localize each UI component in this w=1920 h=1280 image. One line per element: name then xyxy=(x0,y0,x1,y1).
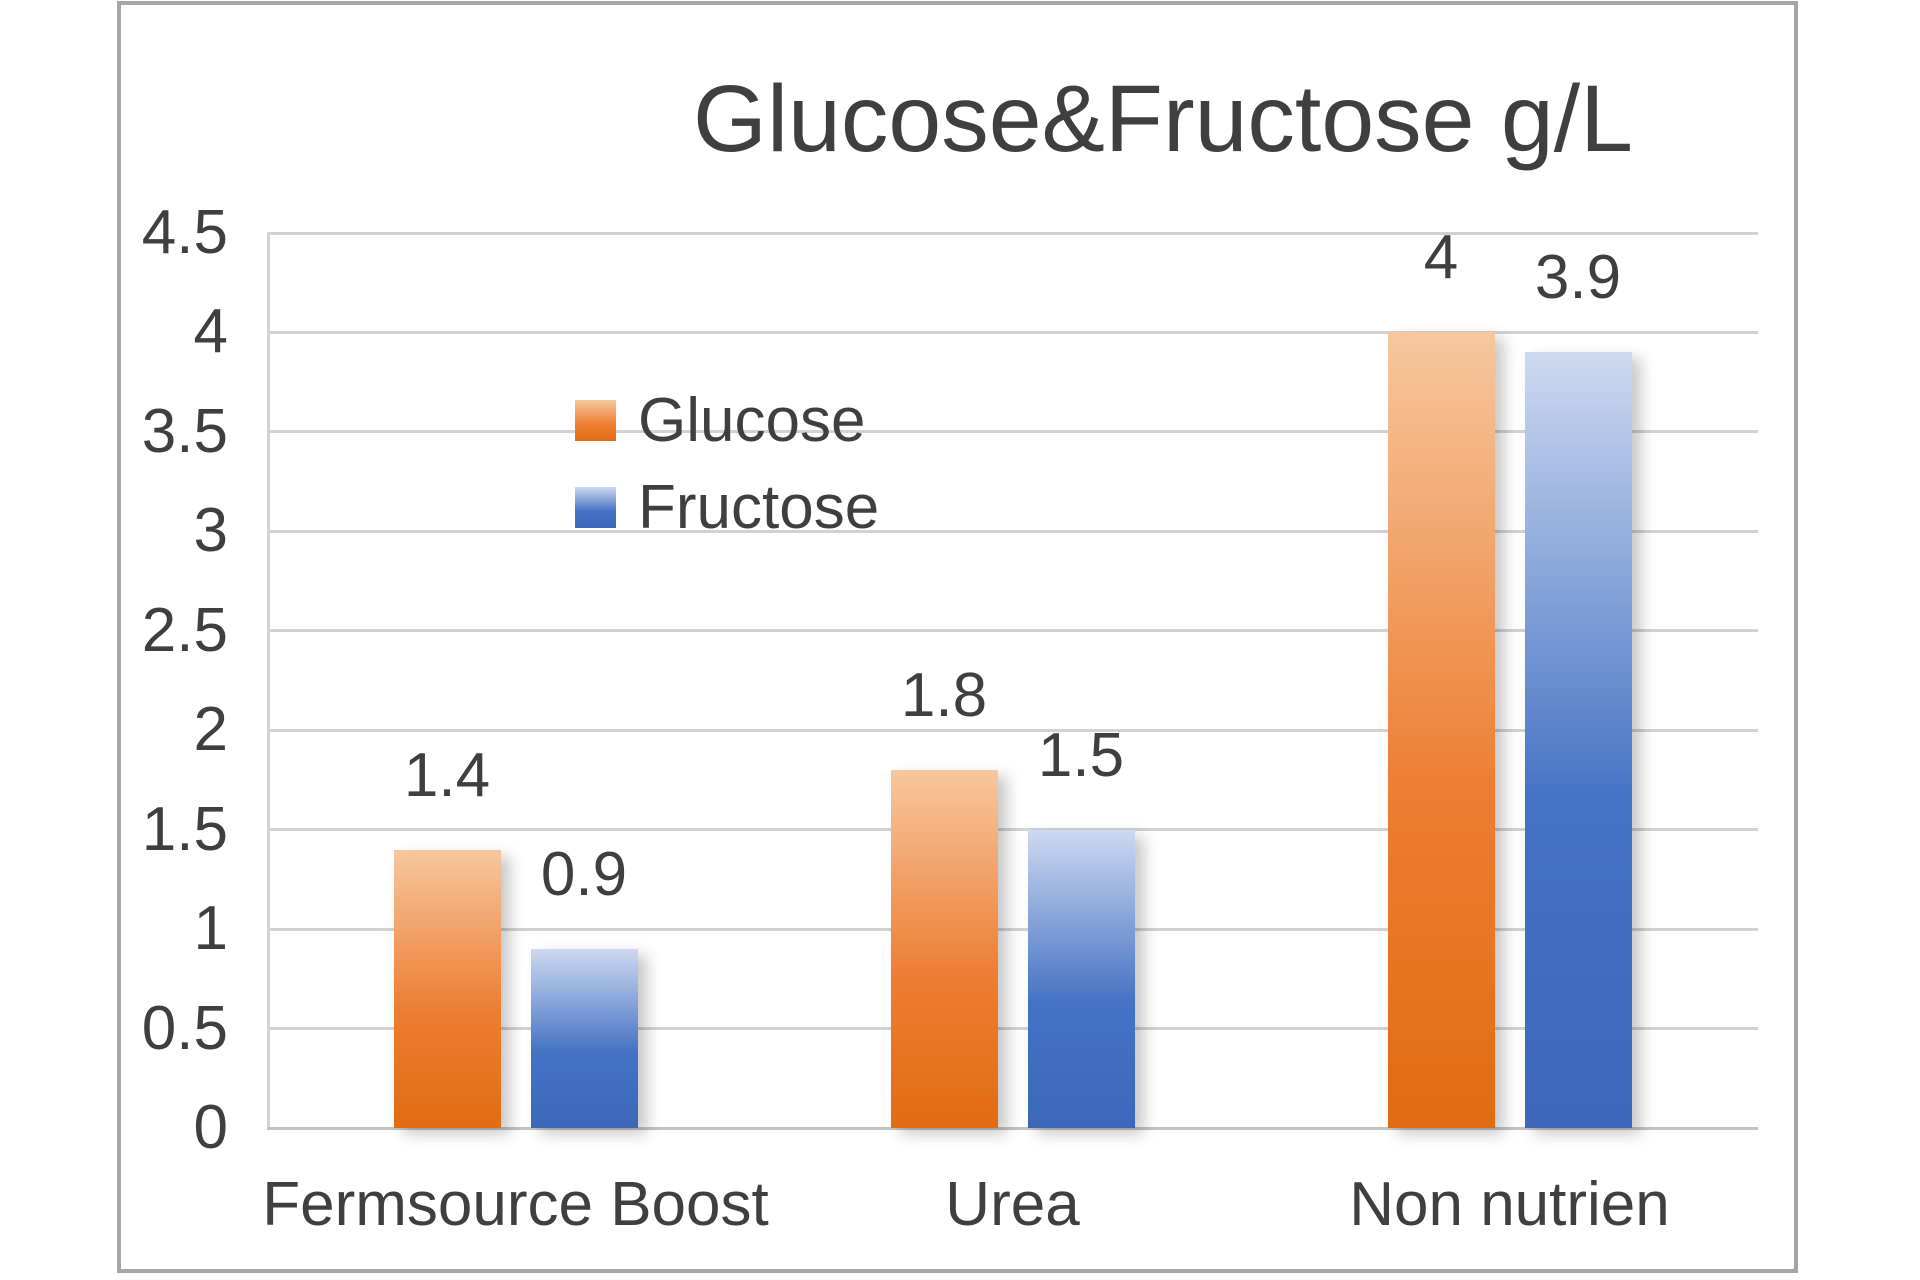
data-label-glucose-non-nutrien: 4 xyxy=(1423,223,1459,293)
bar-glucose-urea xyxy=(890,770,998,1128)
y-tick-label-1: 1 xyxy=(193,894,228,964)
legend-swatch-glucose-icon xyxy=(575,400,616,441)
bar-fructose-fermsource-boost xyxy=(530,949,638,1128)
bar-glucose-non-nutrien xyxy=(1387,332,1495,1128)
gridline xyxy=(267,927,1758,931)
data-label-glucose-urea: 1.8 xyxy=(900,661,988,730)
legend: Glucose Fructose xyxy=(575,386,880,574)
bar-fructose-urea xyxy=(1027,829,1135,1128)
gridline xyxy=(267,330,1758,334)
gridline xyxy=(267,231,1758,235)
legend-label-fructose: Fructose xyxy=(638,473,880,542)
x-category-label-urea: Urea xyxy=(945,1170,1080,1239)
x-category-label-fermsource-boost: Fermsource Boost xyxy=(262,1170,769,1239)
y-tick-label-4-5: 4.5 xyxy=(141,198,228,267)
y-tick-label-4: 4 xyxy=(193,297,228,367)
chart-title: Glucose&Fructose g/L xyxy=(693,66,1633,172)
y-tick-label-0: 0 xyxy=(193,1093,228,1162)
y-axis-line xyxy=(267,233,270,1128)
y-tick-label-3-5: 3.5 xyxy=(141,396,228,466)
x-axis-line xyxy=(267,1126,1758,1130)
legend-item-fructose: Fructose xyxy=(575,473,880,542)
bar-glucose-fermsource-boost xyxy=(393,849,501,1128)
gridline xyxy=(267,629,1758,633)
y-tick-label-2: 2 xyxy=(193,695,228,765)
x-category-label-non-nutrien: Non nutrien xyxy=(1349,1170,1670,1239)
y-tick-label-1-5: 1.5 xyxy=(141,794,228,864)
data-label-fructose-non-nutrien: 3.9 xyxy=(1534,243,1622,313)
gridline xyxy=(267,430,1758,434)
bar-fructose-non-nutrien xyxy=(1524,352,1632,1128)
gridline xyxy=(267,529,1758,533)
data-label-glucose-fermsource-boost: 1.4 xyxy=(403,740,491,810)
data-label-fructose-urea: 1.5 xyxy=(1037,720,1125,790)
legend-item-glucose: Glucose xyxy=(575,386,879,455)
gridline xyxy=(267,828,1758,832)
y-tick-label-3: 3 xyxy=(193,496,228,566)
y-tick-label-2-5: 2.5 xyxy=(141,595,228,665)
legend-swatch-fructose-icon xyxy=(575,487,616,528)
y-tick-label-0-5: 0.5 xyxy=(141,993,228,1063)
gridline xyxy=(267,1027,1758,1031)
legend-label-glucose: Glucose xyxy=(638,386,866,455)
data-label-fructose-fermsource-boost: 0.9 xyxy=(540,840,628,909)
gridline xyxy=(267,728,1758,732)
